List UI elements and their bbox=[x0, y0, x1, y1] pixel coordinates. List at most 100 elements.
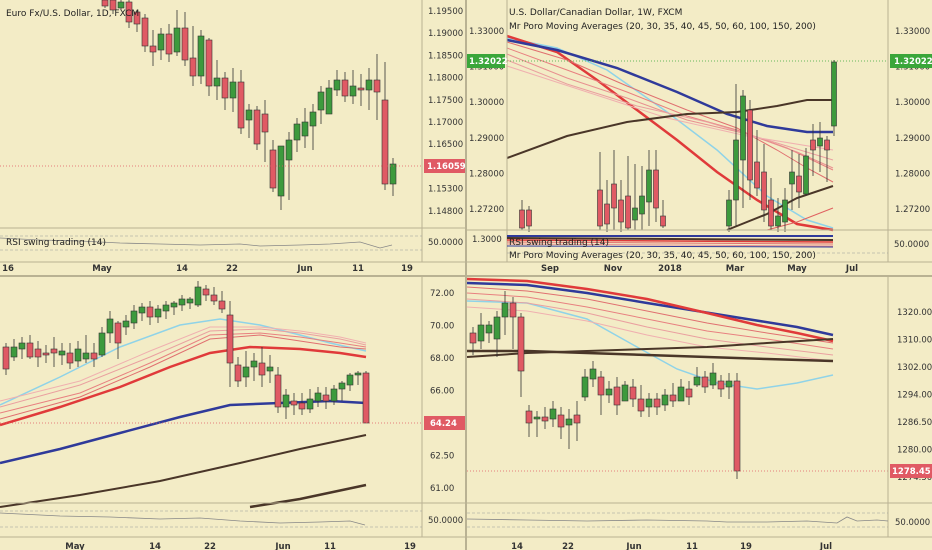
bottom-left-candle[interactable] bbox=[306, 389, 314, 413]
bottom-left-candle[interactable] bbox=[66, 343, 74, 369]
eurusd-candle[interactable] bbox=[181, 12, 189, 66]
usdcad-candle[interactable] bbox=[740, 90, 746, 208]
bottom-left-candle[interactable] bbox=[82, 335, 90, 363]
bottom-left-candle[interactable] bbox=[322, 387, 330, 409]
bottom-right-candle[interactable] bbox=[509, 297, 517, 349]
eurusd-candle[interactable] bbox=[253, 106, 261, 150]
usdcad-candle[interactable] bbox=[653, 150, 659, 222]
bottom-right-candle[interactable] bbox=[557, 407, 565, 439]
bottom-right-candle[interactable] bbox=[517, 313, 525, 397]
bottom-right-candle[interactable] bbox=[733, 373, 741, 479]
usdcad-candle[interactable] bbox=[639, 166, 645, 230]
bottom-left-candle[interactable] bbox=[346, 373, 354, 391]
bottom-left-candle[interactable] bbox=[258, 347, 266, 387]
bottom-right-time-axis[interactable]: 14 22 Jun 11 19 Jul bbox=[511, 542, 832, 550]
bottom-left-candle[interactable] bbox=[290, 393, 298, 415]
eurusd-candle[interactable] bbox=[261, 100, 269, 162]
bottom-right-candle[interactable] bbox=[469, 327, 477, 355]
bottom-right-candle[interactable] bbox=[565, 409, 573, 449]
usdcad-candle[interactable] bbox=[726, 190, 732, 232]
bottom-left-candle[interactable] bbox=[210, 287, 218, 305]
bottom-right-chart[interactable]: 1320.00 1310.00 1302.00 1294.00 1286.50 1280.… bbox=[467, 277, 932, 550]
usdcad-candle[interactable] bbox=[796, 154, 802, 208]
horizontal-panel-divider[interactable] bbox=[0, 275, 932, 277]
bottom-right-candle[interactable] bbox=[669, 383, 677, 407]
bottom-left-candle[interactable] bbox=[266, 355, 274, 383]
bottom-left-candle[interactable] bbox=[178, 295, 186, 311]
bottom-left-candle[interactable] bbox=[114, 321, 122, 359]
bottom-right-candle[interactable] bbox=[693, 367, 701, 387]
bottom-right-candle[interactable] bbox=[685, 381, 693, 405]
bottom-right-candle[interactable] bbox=[493, 311, 501, 357]
bottom-right-candle[interactable] bbox=[549, 401, 557, 427]
usdcad-candle[interactable] bbox=[618, 180, 624, 232]
eurusd-candle[interactable] bbox=[293, 118, 301, 152]
bottom-right-price-axis[interactable]: 1320.00 1310.00 1302.00 1294.00 1286.50 1280.… bbox=[897, 308, 932, 483]
bottom-right-candle[interactable] bbox=[661, 389, 669, 411]
bottom-left-candle[interactable] bbox=[242, 351, 250, 387]
bottom-left-candle[interactable] bbox=[90, 343, 98, 367]
eurusd-candle[interactable] bbox=[205, 38, 213, 96]
usdcad-candle[interactable] bbox=[747, 100, 753, 200]
eurusd-candle[interactable] bbox=[389, 158, 397, 196]
bottom-left-candle[interactable] bbox=[274, 367, 282, 413]
bottom-right-candle[interactable] bbox=[525, 405, 533, 437]
usdcad-candle[interactable] bbox=[789, 150, 795, 210]
eurusd-candle[interactable] bbox=[333, 70, 341, 96]
bottom-left-candle[interactable] bbox=[330, 385, 338, 405]
eurusd-candle[interactable] bbox=[325, 80, 333, 115]
chart-panel-usdcad[interactable]: U.S. Dollar/Canadian Dollar, 1W, FXCM Mr… bbox=[467, 0, 932, 275]
usdcad-candle[interactable] bbox=[733, 84, 739, 226]
usdcad-candle[interactable] bbox=[632, 164, 638, 230]
eurusd-candle[interactable] bbox=[101, 0, 109, 8]
bottom-left-candle[interactable] bbox=[154, 305, 162, 323]
bottom-right-candle[interactable] bbox=[629, 379, 637, 407]
eurusd-candle[interactable] bbox=[165, 24, 173, 62]
eurusd-candle[interactable] bbox=[309, 104, 317, 150]
eurusd-chart[interactable]: Euro Fx/U.S. Dollar, 1D, FXCM RSI swing … bbox=[0, 0, 465, 275]
eurusd-candle[interactable] bbox=[149, 30, 157, 66]
bottom-left-candle[interactable] bbox=[58, 343, 66, 365]
bottom-left-candle[interactable] bbox=[202, 285, 210, 301]
bottom-left-candle[interactable] bbox=[34, 341, 42, 367]
usdcad-candle[interactable] bbox=[526, 206, 532, 232]
bottom-left-candle[interactable] bbox=[338, 381, 346, 401]
eurusd-candle[interactable] bbox=[381, 62, 389, 190]
bottom-left-candle[interactable] bbox=[314, 387, 322, 407]
bottom-right-candle[interactable] bbox=[605, 381, 613, 403]
bottom-left-candle[interactable] bbox=[218, 291, 226, 313]
bottom-left-candle[interactable] bbox=[50, 337, 58, 367]
eurusd-candle[interactable] bbox=[197, 30, 205, 84]
usdcad-candle[interactable] bbox=[831, 60, 837, 136]
bottom-left-candle[interactable] bbox=[298, 393, 306, 415]
bottom-right-candle[interactable] bbox=[637, 385, 645, 417]
chart-panel-eurusd[interactable]: Euro Fx/U.S. Dollar, 1D, FXCM RSI swing … bbox=[0, 0, 465, 275]
eurusd-candle[interactable] bbox=[357, 74, 365, 106]
bottom-left-candle[interactable] bbox=[10, 339, 18, 361]
eurusd-candle[interactable] bbox=[277, 145, 285, 210]
usdcad-candle[interactable] bbox=[803, 148, 809, 196]
bottom-left-candle[interactable] bbox=[250, 353, 258, 381]
bottom-left-candle[interactable] bbox=[234, 357, 242, 387]
bottom-right-candle[interactable] bbox=[701, 371, 709, 393]
bottom-left-candle[interactable] bbox=[98, 327, 106, 357]
usdcad-candle[interactable] bbox=[782, 188, 788, 232]
bottom-right-candle[interactable] bbox=[645, 393, 653, 417]
usdcad-candle[interactable] bbox=[754, 130, 760, 196]
usdcad-candle[interactable] bbox=[824, 136, 830, 182]
bottom-right-candle[interactable] bbox=[477, 313, 485, 349]
bottom-right-candle[interactable] bbox=[541, 407, 549, 429]
eurusd-price-axis[interactable]: 1.19500 1.19000 1.18500 1.18000 1.17500 1.170… bbox=[428, 7, 463, 217]
usdcad-candle[interactable] bbox=[768, 178, 774, 230]
bottom-right-candle[interactable] bbox=[597, 371, 605, 415]
eurusd-candle[interactable] bbox=[365, 68, 373, 110]
bottom-left-candle[interactable] bbox=[162, 301, 170, 319]
bottom-left-candle[interactable] bbox=[170, 301, 178, 315]
usdcad-chart[interactable]: U.S. Dollar/Canadian Dollar, 1W, FXCM Mr… bbox=[467, 0, 932, 275]
bottom-left-candle[interactable] bbox=[18, 337, 26, 359]
bottom-right-candle[interactable] bbox=[653, 393, 661, 415]
eurusd-candle[interactable] bbox=[109, 0, 117, 14]
bottom-left-candle[interactable] bbox=[106, 311, 114, 343]
